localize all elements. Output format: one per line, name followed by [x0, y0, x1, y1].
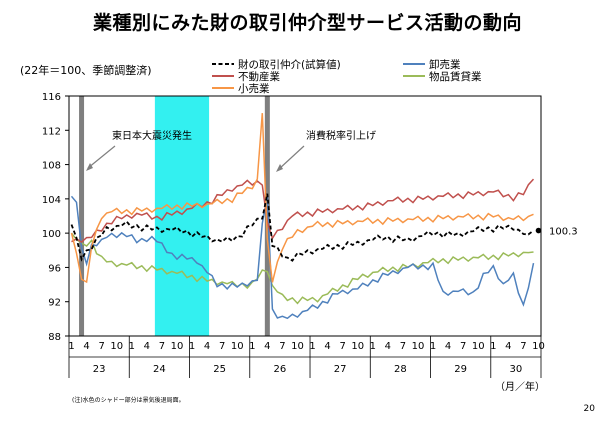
- x-year-label: 24: [153, 364, 166, 375]
- x-tick-label: 4: [83, 341, 89, 352]
- x-tick-label: 10: [351, 341, 364, 352]
- annotation-arrow-tax: [278, 145, 305, 170]
- legend-label-2: 不動産業: [238, 70, 280, 83]
- x-tick-label: 1: [189, 341, 195, 352]
- x-year-label: 25: [213, 364, 226, 375]
- x-year-label: 26: [274, 364, 287, 375]
- x-tick-label: 10: [231, 341, 244, 352]
- legend-label-4: 小売業: [238, 82, 270, 95]
- series-line-4: [70, 113, 534, 284]
- series-line-2: [71, 178, 535, 244]
- series-line-1: [70, 195, 535, 320]
- series-line-0: [70, 193, 535, 262]
- y-tick-label: 100: [42, 229, 61, 240]
- x-year-label: 30: [510, 364, 523, 375]
- event-bar-1: [264, 96, 270, 336]
- x-axis-unit-label: （月／年）: [495, 380, 545, 393]
- x-tick-label: 1: [249, 341, 255, 352]
- end-value-label: 100.3: [549, 227, 578, 238]
- x-year-label: 28: [394, 364, 407, 375]
- x-tick-label: 10: [532, 341, 545, 352]
- x-tick-label: 4: [144, 341, 150, 352]
- page-title: 業種別にみた財の取引仲介型サービス活動の動向: [92, 12, 522, 34]
- base-note: (22年＝100、季節調整済): [20, 64, 152, 77]
- x-tick-label: 1: [68, 341, 74, 352]
- x-tick-label: 1: [129, 341, 135, 352]
- x-tick-label: 7: [520, 341, 526, 352]
- x-tick-label: 1: [490, 341, 496, 352]
- annotation-label-tax: 消費税率引上げ: [306, 129, 376, 142]
- y-tick-label: 116: [42, 92, 61, 103]
- annotation-arrowhead-earthquake: [86, 163, 93, 171]
- end-point-marker: [535, 227, 542, 234]
- annotation-arrowhead-tax: [276, 164, 283, 172]
- x-tick-label: 4: [505, 341, 511, 352]
- y-tick-label: 92: [48, 298, 61, 309]
- x-tick-label: 4: [445, 341, 451, 352]
- annotation-arrow-earthquake: [87, 145, 116, 169]
- x-tick-label: 7: [159, 341, 165, 352]
- event-bar-0: [79, 96, 85, 336]
- legend-label-3: 物品賃貸業: [429, 70, 482, 83]
- x-tick-label: 10: [171, 341, 184, 352]
- x-year-label: 23: [93, 364, 106, 375]
- x-tick-label: 4: [204, 341, 210, 352]
- x-tick-label: 4: [324, 341, 330, 352]
- legend-label-0: 財の取引仲介(試算値): [238, 58, 341, 71]
- x-tick-label: 1: [370, 341, 376, 352]
- x-year-label: 29: [454, 364, 467, 375]
- y-tick-label: 104: [42, 195, 61, 206]
- x-year-label: 27: [334, 364, 347, 375]
- plot-area-frame: [68, 95, 542, 337]
- y-tick-label: 112: [42, 126, 61, 137]
- y-tick-label: 96: [48, 263, 61, 274]
- x-tick-label: 7: [339, 341, 345, 352]
- y-tick-label: 88: [48, 332, 61, 343]
- x-tick-label: 1: [430, 341, 436, 352]
- page-number: 20: [583, 404, 595, 414]
- series-line-3: [70, 232, 534, 305]
- x-tick-label: 4: [385, 341, 391, 352]
- annotation-label-earthquake: 東日本大震災発生: [112, 129, 192, 142]
- x-tick-label: 10: [412, 341, 425, 352]
- footnote: (注)水色のシャドー部分は景気後退局面。: [72, 397, 185, 404]
- x-tick-label: 10: [472, 341, 485, 352]
- y-tick-label: 108: [42, 161, 61, 172]
- legend-label-1: 卸売業: [429, 58, 461, 71]
- x-tick-label: 10: [291, 341, 304, 352]
- x-tick-label: 7: [219, 341, 225, 352]
- x-tick-label: 1: [309, 341, 315, 352]
- x-tick-label: 7: [400, 341, 406, 352]
- x-tick-label: 4: [264, 341, 270, 352]
- x-tick-label: 7: [279, 341, 285, 352]
- x-tick-label: 7: [98, 341, 104, 352]
- x-tick-label: 7: [460, 341, 466, 352]
- x-tick-label: 10: [110, 341, 123, 352]
